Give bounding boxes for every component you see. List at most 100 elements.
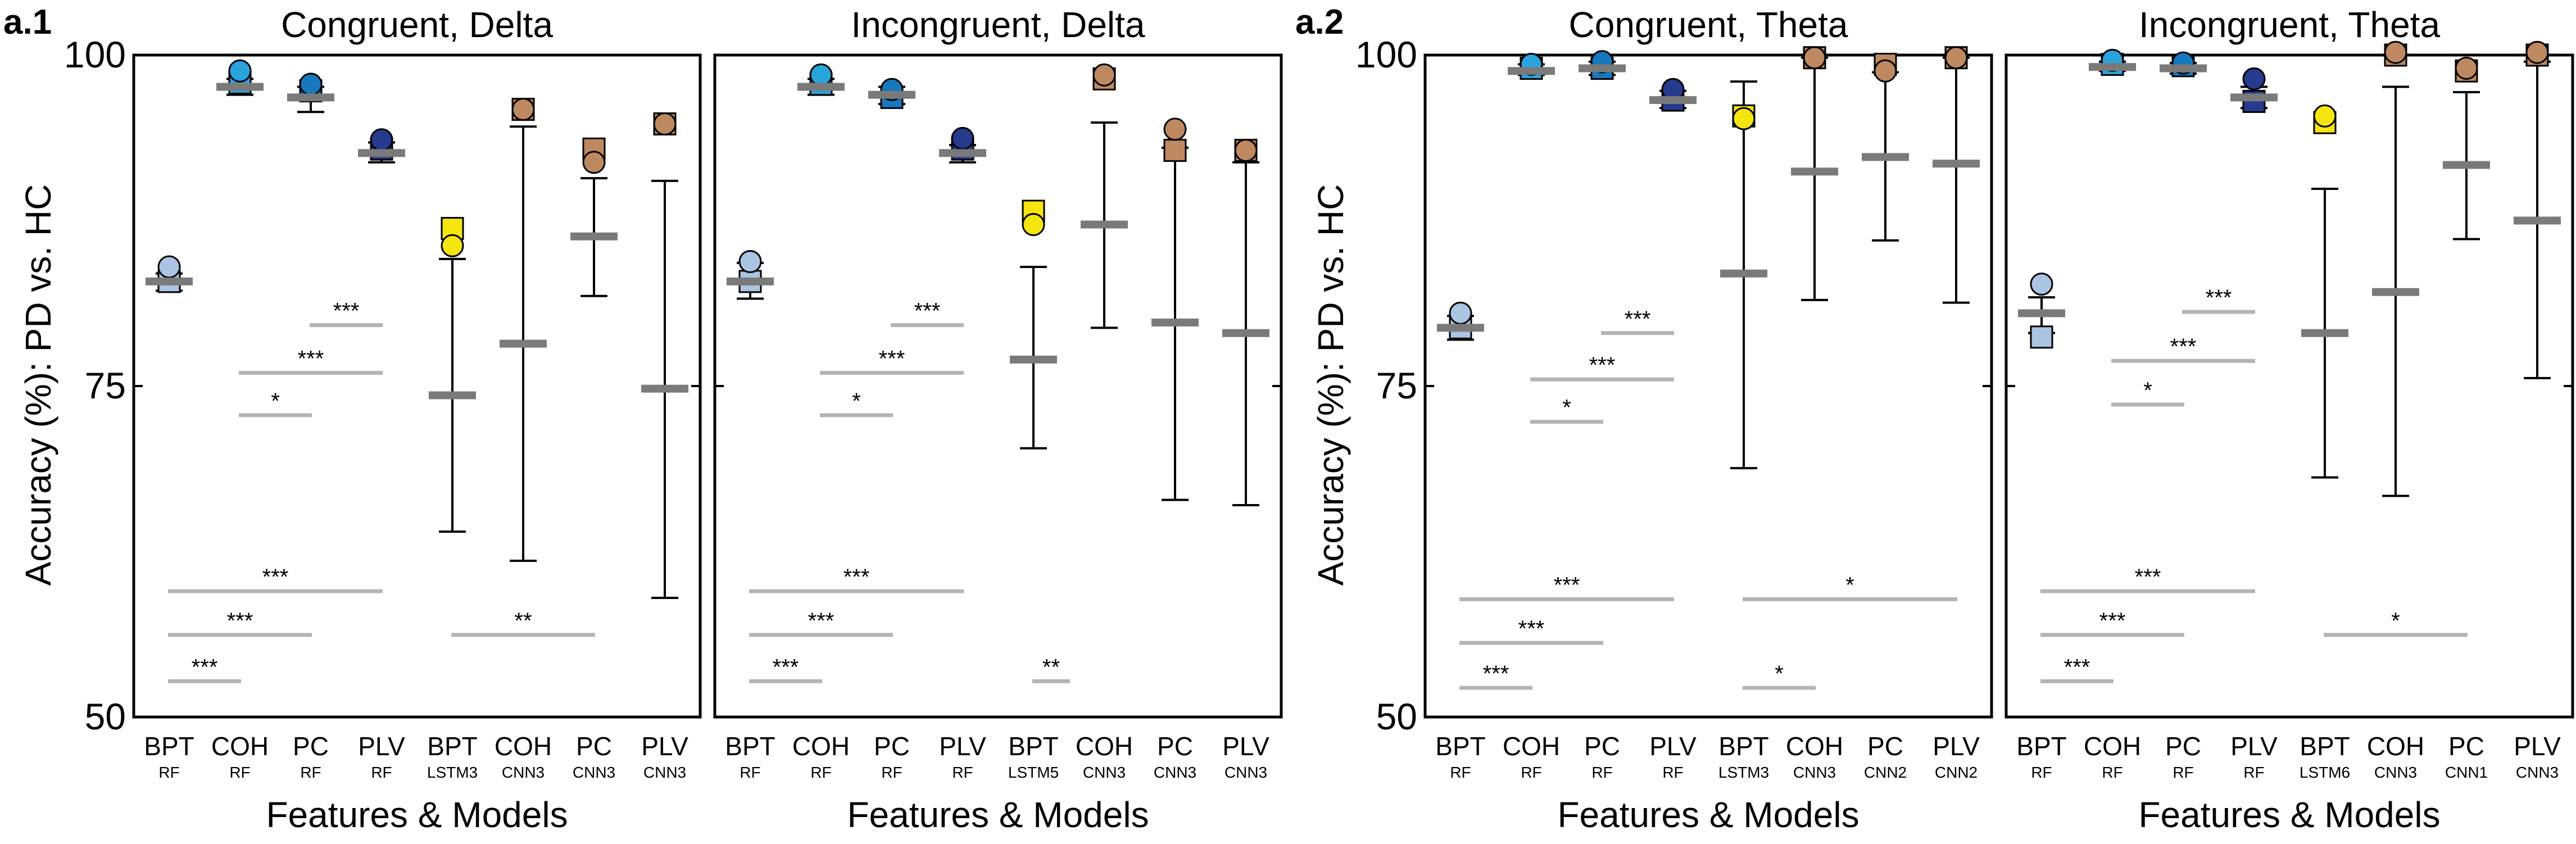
x-tick-feature-label: PLV (641, 732, 688, 761)
x-tick-feature-label: BPT (1435, 732, 1485, 761)
x-tick-model-label: RF (952, 764, 973, 781)
circle-marker (738, 250, 762, 274)
x-tick-model-label: CNN3 (1224, 764, 1267, 781)
significance-label: * (1562, 396, 1571, 420)
x-tick-model-label: RF (810, 764, 831, 781)
mean-bar (727, 277, 774, 285)
x-tick-model-label: RF (1521, 764, 1541, 781)
x-tick-feature-label: BPT (2300, 732, 2350, 761)
circle-marker (228, 59, 252, 83)
circle-marker (511, 98, 535, 121)
circle-marker (2525, 40, 2549, 64)
mean-bar (797, 83, 845, 91)
mean-bar (641, 384, 688, 393)
circle-marker (653, 112, 677, 136)
circle-marker (1732, 107, 1756, 130)
x-tick-feature-label: BPT (427, 732, 477, 761)
x-tick-model-label: CNN2 (1864, 764, 1907, 781)
plot-frame (713, 53, 1283, 719)
circle-marker (2384, 40, 2407, 64)
x-tick-model-label: LSTM3 (1718, 764, 1769, 781)
mean-bar (939, 149, 986, 157)
y-tick-label: 75 (1376, 365, 1417, 406)
x-tick-feature-label: COH (495, 732, 552, 761)
circle-marker (2030, 273, 2053, 296)
significance-label: *** (1589, 353, 1616, 378)
x-tick-model-label: CNN3 (573, 764, 615, 781)
x-tick-feature-label: PLV (939, 732, 986, 761)
significance-label: *** (879, 346, 905, 371)
mean-bar (2018, 309, 2065, 317)
square-marker (2030, 325, 2053, 349)
x-axis-label: Features & Models (847, 795, 1149, 835)
y-tick-label: 50 (85, 696, 126, 737)
circle-marker (2455, 57, 2478, 80)
x-tick-model-label: RF (1591, 764, 1612, 781)
mean-bar (2089, 63, 2136, 71)
significance-label: * (1775, 661, 1784, 686)
mean-bar (1081, 220, 1128, 229)
circle-marker (2313, 104, 2337, 128)
x-tick-feature-label: PC (576, 732, 612, 761)
x-tick-feature-label: PLV (1222, 732, 1269, 761)
section-label-a2: a.2 (1295, 3, 1344, 42)
x-tick-model-label: RF (740, 764, 760, 781)
x-tick-model-label: RF (881, 764, 902, 781)
mean-bar (1720, 269, 1767, 278)
significance-label: ** (514, 609, 532, 633)
y-axis-label-right: Accuracy (%): PD vs. HC (1310, 184, 1351, 586)
mean-bar (1791, 167, 1838, 176)
significance-label: * (852, 389, 861, 414)
x-tick-model-label: RF (2102, 764, 2123, 781)
mean-bar (2372, 288, 2419, 296)
mean-bar (2514, 216, 2561, 225)
y-tick-label: 100 (64, 34, 126, 75)
x-tick-feature-label: PLV (2230, 732, 2278, 761)
mean-bar (2230, 93, 2278, 102)
circle-marker (1092, 63, 1116, 87)
x-tick-model-label: RF (1450, 764, 1471, 781)
mean-bar (1579, 64, 1626, 72)
significance-label: * (2391, 609, 2400, 633)
y-tick-label: 75 (85, 365, 126, 406)
chart-panels: Congruent, Delta 50 75 100 BPT RF COH RF PC RF PLV… (64, 4, 2574, 835)
x-tick-model-label: RF (2173, 764, 2193, 781)
x-tick-feature-label: PLV (2514, 732, 2561, 761)
x-tick-feature-label: COH (1786, 732, 1843, 761)
circle-marker (157, 255, 181, 279)
chart-panel-3: Congruent, Theta 50 75 100 BPT RF COH RF PC RF PLV… (1355, 4, 1993, 835)
circle-marker (809, 63, 833, 87)
significance-label: *** (808, 609, 835, 633)
x-tick-model-label: RF (158, 764, 179, 781)
circle-marker (370, 128, 393, 152)
x-tick-model-label: RF (1662, 764, 1683, 781)
significance-label: *** (914, 299, 941, 324)
x-tick-feature-label: COH (1503, 732, 1560, 761)
significance-label: *** (262, 565, 289, 589)
y-axis-label-left: Accuracy (%): PD vs. HC (18, 184, 58, 586)
significance-label: *** (2170, 334, 2197, 359)
mean-bar (1437, 324, 1484, 332)
x-tick-feature-label: PC (1157, 732, 1193, 761)
x-tick-model-label: CNN3 (2516, 764, 2559, 781)
significance-label: *** (2099, 609, 2126, 633)
circle-marker (1449, 301, 1472, 325)
significance-label: *** (773, 655, 799, 679)
mean-bar (1862, 153, 1909, 161)
x-tick-model-label: CNN3 (1083, 764, 1126, 781)
x-tick-model-label: CNN2 (1935, 764, 1978, 781)
x-axis-label: Features & Models (2138, 795, 2440, 835)
x-tick-model-label: CNN1 (2445, 764, 2488, 781)
x-tick-model-label: RF (2031, 764, 2052, 781)
x-tick-feature-label: BPT (725, 732, 775, 761)
mean-bar (2301, 329, 2348, 337)
x-tick-model-label: LSTM6 (2300, 764, 2350, 781)
mean-bar (429, 391, 476, 400)
plot-frame (132, 53, 702, 719)
chart-panel-4: Incongruent, Theta BPT RF COH RF PC RF PLV RF BPT… (2004, 4, 2574, 835)
significance-label: *** (227, 609, 253, 633)
x-tick-feature-label: PC (1584, 732, 1620, 761)
y-tick-label: 100 (1355, 34, 1417, 75)
x-tick-feature-label: PC (2165, 732, 2201, 761)
significance-label: *** (2206, 285, 2232, 310)
